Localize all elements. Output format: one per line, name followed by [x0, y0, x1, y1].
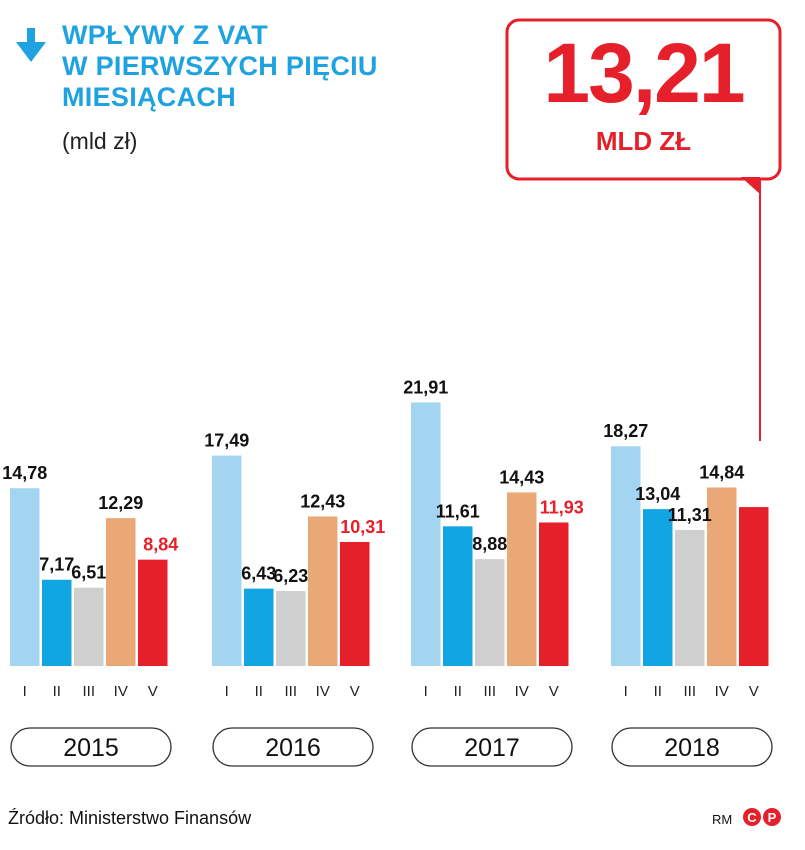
title-line-3: miesiącach	[62, 82, 237, 112]
month-tick-2016-I: I	[225, 683, 229, 700]
value-label-2016-III: 6,23	[273, 566, 308, 586]
value-label-2015-I: 14,78	[2, 463, 47, 483]
svg-text:P: P	[768, 810, 777, 825]
value-label-2018-III: 11,31	[668, 505, 712, 525]
value-label-2016-I: 17,49	[204, 431, 249, 451]
author-credit: RM	[712, 812, 733, 827]
value-label-2017-II: 11,61	[436, 501, 480, 521]
value-label-2018-I: 18,27	[603, 421, 648, 441]
bar-2016-III	[276, 591, 306, 666]
bar-2018-V	[739, 507, 769, 666]
month-tick-2015-I: I	[23, 683, 27, 700]
bar-2015-II	[42, 579, 72, 666]
month-tick-2017-III: III	[483, 683, 496, 700]
publisher-logo: C P	[743, 808, 781, 826]
month-tick-2017-V: V	[549, 683, 559, 700]
month-tick-2017-I: I	[424, 683, 428, 700]
value-label-2017-I: 21,91	[403, 377, 448, 397]
title-line-1: Wpływy z VAT	[62, 20, 269, 50]
source-note: Źródło: Ministerstwo Finansów	[8, 808, 252, 828]
bar-2015-III	[74, 587, 104, 666]
bar-2015-I	[10, 488, 40, 666]
svg-text:C: C	[747, 810, 757, 825]
callout-value: 13,21	[543, 26, 745, 120]
unit-label: (mld zł)	[62, 128, 138, 154]
value-label-2017-III: 8,88	[472, 534, 507, 554]
bar-2018-IV	[707, 487, 737, 666]
value-label-2016-II: 6,43	[241, 564, 276, 584]
value-label-2016-V: 10,31	[340, 517, 385, 537]
bar-2016-II	[244, 588, 274, 666]
chart-title: Wpływy z VAT w pierwszych pięciu miesiąc…	[62, 20, 378, 113]
month-tick-2015-II: II	[53, 683, 61, 700]
year-label-2016: 2016	[265, 734, 321, 762]
year-pill-2018	[611, 727, 773, 767]
callout-unit: MLD ZŁ	[595, 126, 692, 156]
bar-2017-I	[411, 402, 441, 666]
month-tick-2017-IV: IV	[515, 683, 529, 700]
month-tick-2018-II: II	[654, 683, 662, 700]
month-tick-2017-II: II	[454, 683, 462, 700]
bar-2015-IV	[106, 518, 136, 666]
month-tick-2015-III: III	[82, 683, 95, 700]
bar-2017-II	[443, 526, 473, 666]
bar-2016-IV	[308, 516, 338, 666]
year-pill-2016	[212, 727, 374, 767]
bar-2016-V	[340, 541, 370, 666]
title-line-2: w pierwszych pięciu	[62, 51, 378, 81]
month-tick-2015-V: V	[148, 683, 158, 700]
month-tick-2016-II: II	[255, 683, 263, 700]
bar-2018-III	[675, 529, 705, 666]
bar-2018-I	[611, 446, 641, 666]
value-label-2017-IV: 14,43	[499, 467, 544, 487]
bar-2016-I	[212, 455, 242, 666]
value-label-2017-V: 11,93	[540, 497, 584, 517]
bar-2018-II	[643, 509, 673, 666]
down-arrow-icon	[16, 28, 46, 62]
value-label-2015-V: 8,84	[143, 535, 178, 555]
year-pill-2015	[10, 727, 172, 767]
month-tick-2018-III: III	[683, 683, 696, 700]
bar-2017-III	[475, 559, 505, 666]
value-label-2016-IV: 12,43	[300, 491, 345, 511]
month-tick-2016-III: III	[284, 683, 297, 700]
month-tick-2016-V: V	[350, 683, 360, 700]
value-label-2015-IV: 12,29	[98, 493, 143, 513]
callout-pointer	[741, 177, 760, 194]
month-tick-2018-I: I	[624, 683, 628, 700]
bar-2015-V	[138, 559, 168, 666]
year-pill-2017	[411, 727, 573, 767]
month-tick-2018-V: V	[749, 683, 759, 700]
year-label-2018: 2018	[664, 734, 720, 762]
year-label-2015: 2015	[63, 734, 119, 762]
month-tick-2015-IV: IV	[114, 683, 128, 700]
year-label-2017: 2017	[464, 734, 520, 762]
bar-2017-IV	[507, 492, 537, 666]
value-label-2018-IV: 14,84	[699, 462, 744, 482]
bar-2017-V	[539, 522, 569, 666]
callout-box	[505, 18, 782, 181]
month-tick-2016-IV: IV	[316, 683, 330, 700]
value-label-2018-II: 13,04	[635, 484, 680, 504]
value-label-2015-III: 6,51	[71, 563, 106, 583]
month-tick-2018-IV: IV	[715, 683, 729, 700]
value-label-2015-II: 7,17	[39, 555, 74, 575]
